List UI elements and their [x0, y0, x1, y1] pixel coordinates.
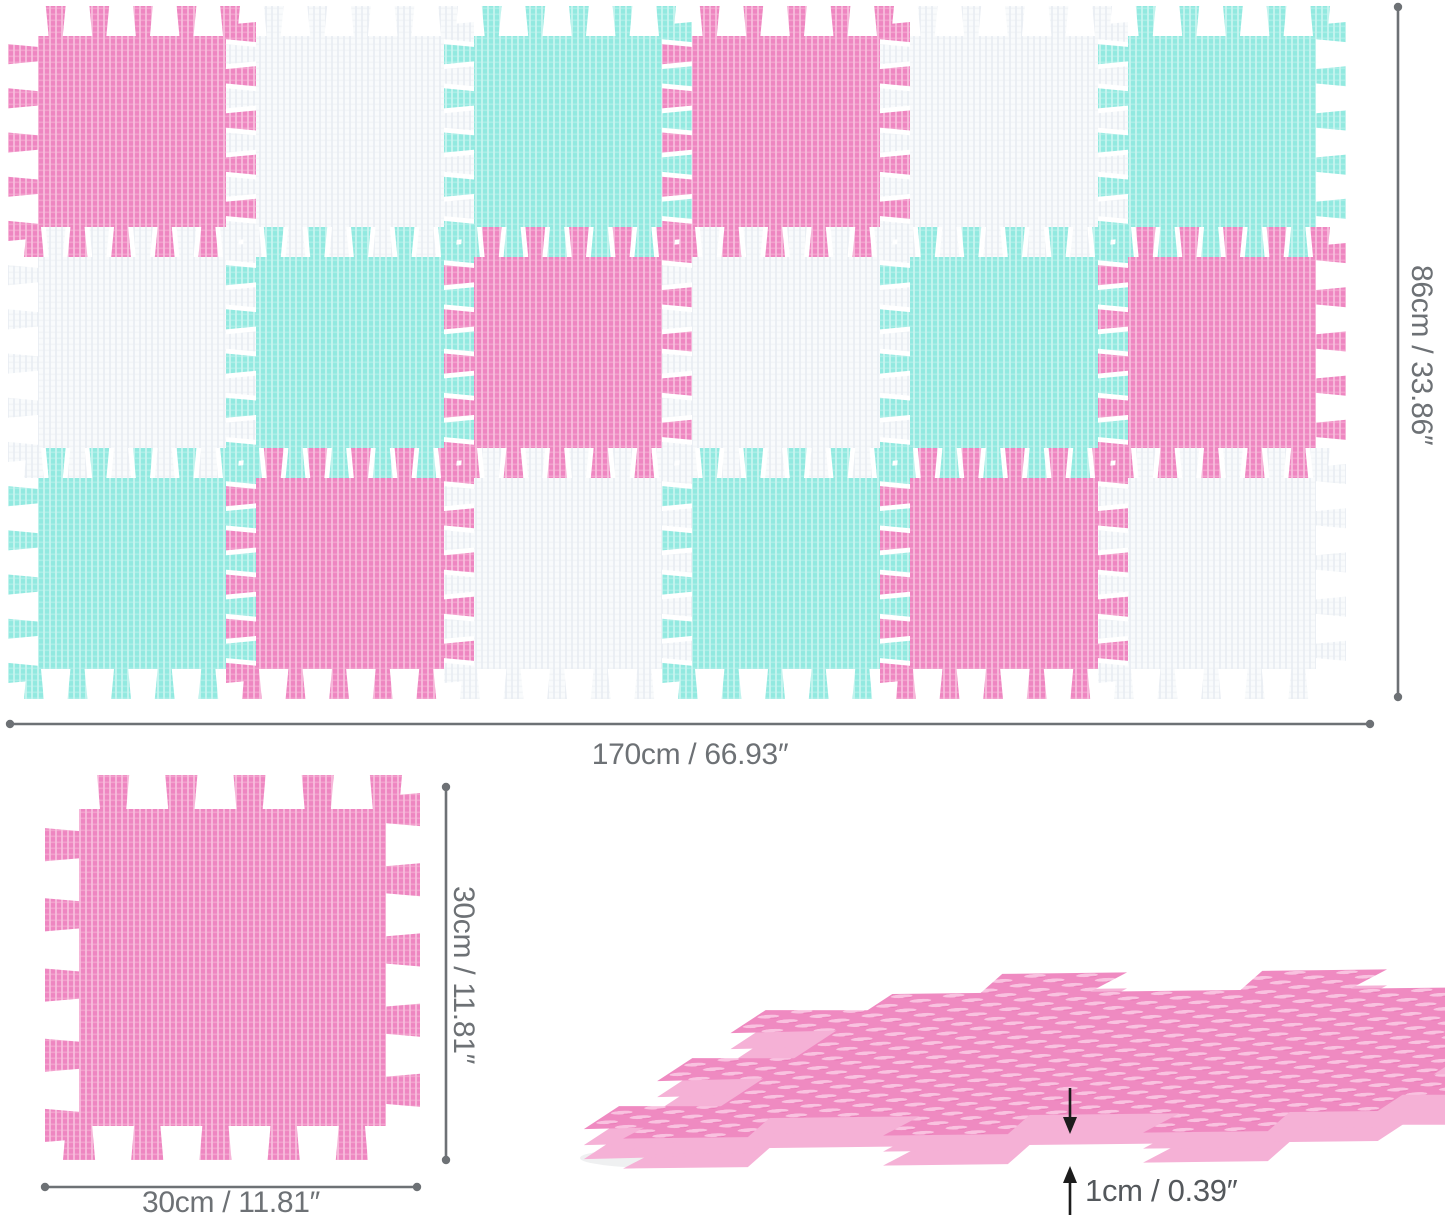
grid-tile-r1-c5: [880, 6, 1128, 257]
grid-tile-r2-c3: [444, 227, 692, 478]
grid-tile-r3-c3: [444, 448, 692, 699]
grid-tile-r1-c4: [662, 6, 910, 257]
grid-tile-r3-c4: [662, 448, 910, 699]
grid-tile-r2-c2: [226, 227, 474, 478]
grid-tile-r2-c6: [1098, 227, 1346, 478]
tile-height-dimension-label: 30cm / 11.81″: [447, 886, 480, 1064]
tile-width-dimension-line: [40, 1182, 422, 1192]
mat-height-dimension-label: 86cm / 33.86″: [1405, 265, 1438, 446]
mat-width-dimension-line: [5, 719, 1375, 729]
grid-tile-r2-c1: [8, 227, 256, 478]
grid-tile-r1-c6: [1098, 6, 1346, 257]
grid-tile-r1-c3: [444, 6, 692, 257]
tile-thickness-label: 1cm / 0.39″: [1085, 1173, 1238, 1208]
mat-width-dimension-label: 170cm / 66.93″: [591, 738, 789, 771]
single-tile-figure: [45, 775, 420, 1160]
grid-tile-r1-c2: [226, 6, 474, 257]
grid-tile-r3-c6: [1098, 448, 1346, 699]
grid-tile-r3-c5: [880, 448, 1128, 699]
thickness-arrow-down: [1063, 1088, 1077, 1134]
grid-tile-r3-c2: [226, 448, 474, 699]
tile-height-dimension-line: [441, 782, 451, 1165]
grid-tile-r2-c4: [662, 227, 910, 478]
grid-tile-r2-c5: [880, 227, 1128, 478]
perspective-tile-top: [583, 969, 1445, 1139]
mat-height-dimension-line: [1393, 2, 1403, 702]
thickness-arrow-up: [1063, 1166, 1077, 1215]
grid-tile-r3-c1: [8, 448, 256, 699]
mat-grid-figure: [8, 6, 1346, 699]
grid-tile-r1-c1: [8, 6, 256, 257]
tile-width-dimension-label: 30cm / 11.81″: [142, 1186, 320, 1217]
